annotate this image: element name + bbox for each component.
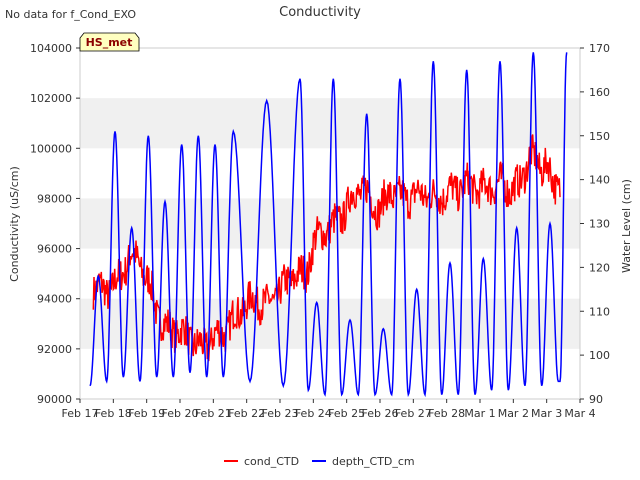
x-tick-label: Feb 25 [328,407,365,420]
x-tick-label: Mar 4 [564,407,595,420]
y2-tick-label: 110 [589,305,610,318]
x-tick-label: Feb 22 [228,407,265,420]
y-tick-label: 102000 [30,92,72,105]
y-tick-label: 96000 [37,243,72,256]
y2-tick-label: 120 [589,261,610,274]
x-tick-label: Feb 21 [195,407,232,420]
y2-tick-label: 150 [589,130,610,143]
y-tick-label: 90000 [37,393,72,406]
x-tick-label: Mar 2 [498,407,529,420]
site-badge: HS_met [79,32,140,52]
left-axis-ticks: 90000 92000 94000 96000 98000 100000 102000 104… [30,42,80,406]
x-tick-label: Feb 20 [162,407,199,420]
y2-tick-label: 130 [589,218,610,231]
x-tick-label: Feb 19 [128,407,165,420]
y2-tick-label: 140 [589,174,610,187]
x-tick-label: Mar 3 [531,407,562,420]
y-tick-label: 98000 [37,192,72,205]
legend-label-cond-ctd: cond_CTD [244,455,299,468]
y2-tick-label: 90 [589,393,603,406]
right-axis-ticks: 90 100 110 120 130 140 150 160 170 [580,42,610,406]
x-tick-label: Feb 17 [62,407,99,420]
y-tick-label: 100000 [30,142,72,155]
y2-tick-label: 100 [589,349,610,362]
y2-tick-label: 170 [589,42,610,55]
x-tick-label: Feb 26 [362,407,399,420]
y-axis-label: Conductivity (uS/cm) [8,166,21,282]
x-tick-label: Mar 1 [464,407,495,420]
y-tick-label: 104000 [30,42,72,55]
x-tick-label: Feb 23 [262,407,299,420]
y2-axis-label: Water Level (cm) [620,179,633,273]
x-tick-label: Feb 28 [428,407,465,420]
legend-label-depth-ctd: depth_CTD_cm [332,455,415,468]
no-data-note: No data for f_Cond_EXO [5,8,136,21]
site-badge-label: HS_met [86,36,133,49]
grid-band [80,98,580,149]
depth-ctd-series [89,52,568,398]
x-tick-label: Feb 18 [95,407,132,420]
chart-title: Conductivity [279,5,361,20]
legend: cond_CTD depth_CTD_cm [224,455,415,468]
x-tick-label: Feb 27 [395,407,432,420]
y-tick-label: 94000 [37,293,72,306]
y-tick-label: 92000 [37,343,72,356]
site-badge-shape [79,32,140,52]
x-tick-label: Feb 24 [295,407,332,420]
depth-ctd-line [89,52,568,398]
y2-tick-label: 160 [589,86,610,99]
